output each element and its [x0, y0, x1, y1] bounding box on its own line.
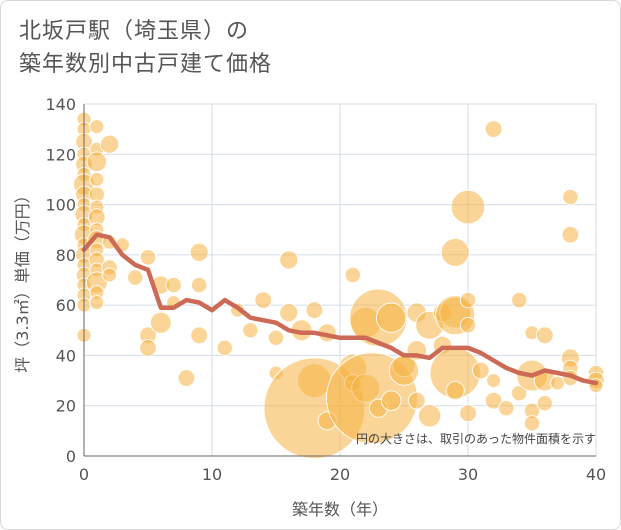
bubble-point	[511, 291, 528, 309]
bubble-point	[267, 329, 285, 347]
bubble-point	[484, 391, 503, 410]
y-tick-label: 40	[56, 346, 76, 365]
bubble-point	[190, 326, 209, 345]
bubble-point	[535, 326, 554, 345]
bubble-point	[459, 291, 477, 309]
bubble-point	[100, 134, 120, 154]
chart-title-line2: 築年数別中古戸建て価格	[19, 52, 273, 77]
bubble-point	[216, 339, 234, 357]
y-tick-label: 140	[45, 95, 76, 114]
bubble-point	[511, 384, 528, 402]
x-tick-label: 30	[458, 465, 478, 484]
bubble-point	[102, 267, 118, 283]
bubble-point	[344, 266, 361, 284]
y-tick-label: 100	[45, 196, 76, 215]
bubble-point	[242, 322, 259, 339]
bubble-point	[139, 338, 157, 357]
bubble-point	[139, 249, 157, 266]
bubble-point	[459, 404, 477, 423]
x-tick-label: 20	[330, 465, 350, 484]
bubble-point	[486, 373, 502, 389]
bubble-point	[191, 276, 208, 294]
y-tick-label: 60	[56, 296, 76, 315]
x-tick-label: 0	[79, 465, 89, 484]
bubble-point	[165, 276, 182, 294]
bubble-point	[149, 311, 172, 334]
bubble-point	[417, 404, 442, 428]
bubble-point	[376, 302, 407, 333]
bubble-point	[498, 400, 515, 417]
y-axis-label: 坪（3.3㎡）単価（万円）	[13, 187, 32, 372]
bubble-point	[177, 369, 196, 387]
y-tick-label: 0	[66, 447, 76, 466]
bubble-point	[450, 189, 486, 225]
bubble-point	[536, 395, 553, 412]
bubble-size-note: 円の大きさは、取引のあった物件面積を示す	[356, 431, 596, 446]
bubble-point	[440, 237, 470, 267]
bubble-point	[254, 291, 273, 310]
average-price-line	[81, 232, 599, 386]
y-tick-label: 20	[56, 397, 76, 416]
bubble-point	[279, 250, 299, 270]
bubble-point	[380, 390, 402, 411]
bubble-point	[279, 303, 299, 323]
bubble-point	[127, 269, 144, 286]
bubble-point	[523, 415, 541, 432]
bubble-point	[562, 188, 579, 206]
bubble-point	[484, 120, 503, 139]
bubble-point	[86, 151, 108, 173]
bubble-point	[407, 391, 426, 410]
y-tick-label: 120	[45, 145, 76, 164]
average-line-layer	[81, 232, 599, 386]
bubble-layer	[73, 111, 605, 460]
chart-title-line1: 北坂戸駅（埼玉県）の	[19, 19, 250, 44]
x-tick-labels: 0 10 20 30 40	[79, 465, 606, 484]
x-axis-label: 築年数（年）	[292, 500, 388, 519]
bubble-point	[471, 361, 490, 380]
y-tick-label: 80	[56, 246, 76, 265]
bubble-point	[189, 242, 209, 262]
bubble-point	[561, 225, 580, 244]
x-tick-label: 10	[202, 465, 222, 484]
bubble-point	[89, 295, 105, 311]
axes	[83, 104, 596, 457]
y-tick-labels: 0 20 40 60 80 100 120 140	[45, 95, 76, 466]
bubble-point	[459, 317, 477, 334]
x-tick-label: 40	[586, 465, 606, 484]
bubble-point	[89, 171, 105, 187]
chart-title: 北坂戸駅（埼玉県）の 築年数別中古戸建て価格	[19, 15, 272, 81]
bubble-point	[89, 119, 105, 135]
bubble-point	[445, 381, 465, 401]
bubble-point	[305, 301, 324, 320]
